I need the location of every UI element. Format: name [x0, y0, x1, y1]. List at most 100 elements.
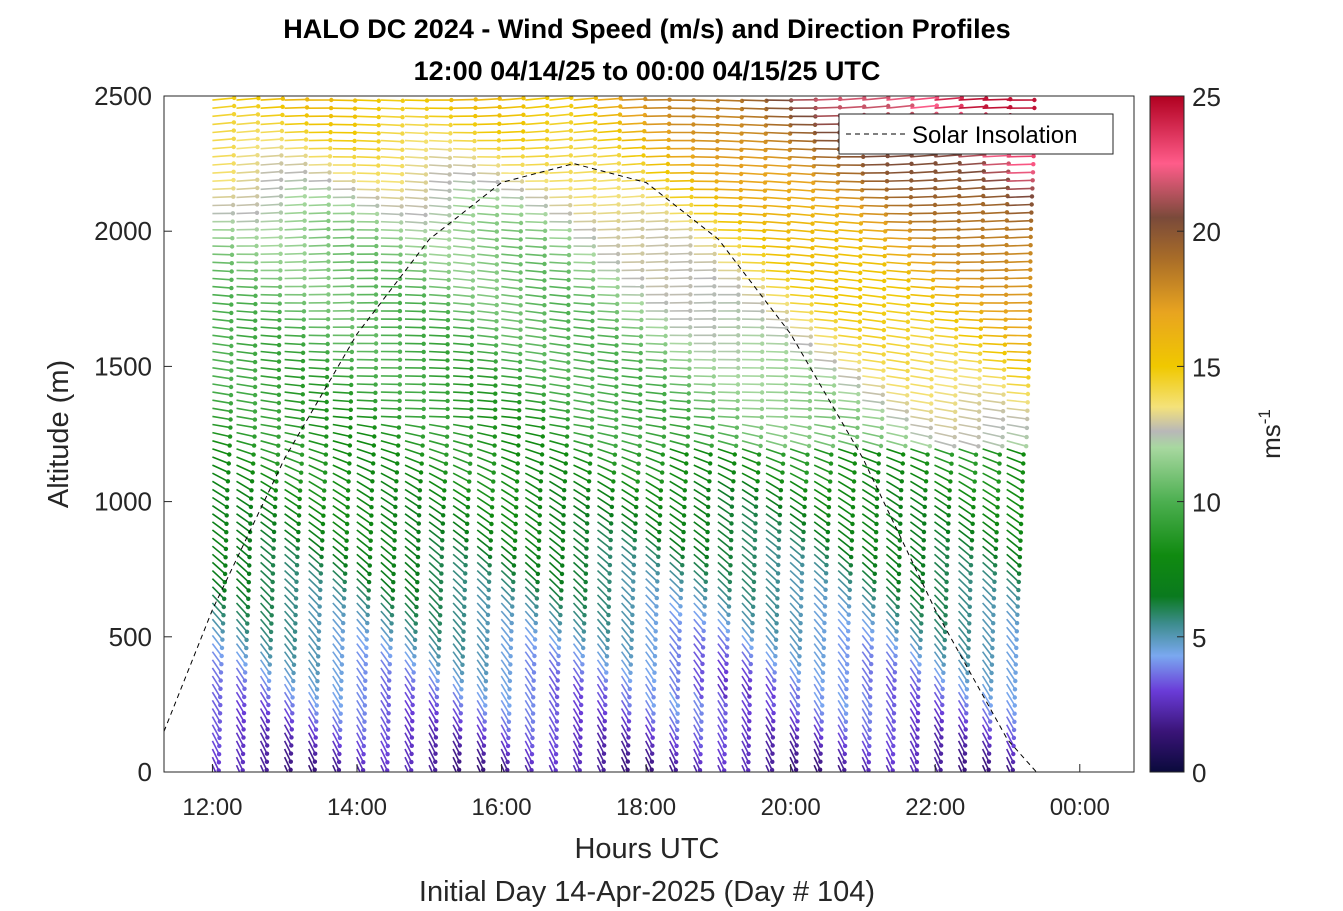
wind-arrow: [236, 342, 258, 348]
wind-arrow: [236, 431, 257, 439]
wind-arrow: [308, 194, 332, 199]
wind-arrow: [236, 415, 258, 422]
wind-arrow: [260, 185, 284, 191]
wind-arrow: [284, 284, 307, 289]
wind-arrow: [260, 169, 284, 174]
wind-arrow: [259, 748, 270, 764]
wind-arrow: [332, 496, 350, 510]
wind-arrow: [211, 513, 229, 526]
wind-arrow: [308, 537, 325, 551]
wind-arrow: [211, 480, 230, 493]
y-tick-label: 2500: [94, 81, 152, 111]
wind-arrow: [356, 691, 368, 708]
wind-arrow: [260, 529, 277, 543]
wind-arrow: [283, 643, 297, 659]
wind-arrow: [283, 610, 298, 626]
legend-label: Solar Insolation: [912, 122, 1077, 149]
wind-arrow: [212, 244, 235, 249]
wind-arrow: [284, 570, 299, 584]
wind-arrow: [284, 342, 306, 347]
wind-arrow: [308, 667, 320, 684]
wind-arrow: [308, 407, 329, 413]
wind-arrow: [236, 383, 258, 390]
wind-arrow: [260, 145, 284, 150]
wind-arrow: [307, 732, 318, 748]
wind-arrow: [284, 292, 307, 297]
wind-arrow: [236, 144, 260, 150]
wind-arrow: [260, 570, 275, 585]
wind-arrow: [211, 699, 223, 716]
wind-arrow: [308, 284, 331, 289]
wind-arrow: [212, 186, 236, 191]
wind-arrow: [260, 561, 276, 576]
wind-arrow: [211, 505, 229, 518]
wind-arrow: [211, 748, 222, 765]
wind-arrow: [236, 505, 253, 518]
wind-arrow: [260, 120, 285, 126]
wind-arrow: [356, 634, 369, 650]
wind-arrow: [332, 651, 345, 667]
wind-arrow: [332, 643, 345, 659]
chart-title-line-1: HALO DC 2024 - Wind Speed (m/s) and Dire…: [283, 14, 1010, 44]
wind-arrow: [259, 634, 273, 651]
wind-arrow: [308, 366, 330, 372]
wind-arrow: [284, 121, 309, 126]
x-tick-label: 12:00: [182, 794, 242, 821]
wind-arrow: [284, 218, 307, 223]
wind-arrow: [235, 675, 247, 691]
wind-arrow: [212, 456, 231, 466]
colorbar-tick-label: 0: [1192, 758, 1206, 788]
wind-arrow: [308, 308, 331, 314]
wind-arrow: [211, 724, 222, 741]
wind-arrow: [211, 529, 229, 543]
wind-arrow: [260, 161, 284, 166]
wind-arrow: [308, 325, 331, 330]
x-tick-label: 22:00: [905, 794, 965, 821]
wind-arrow: [212, 112, 237, 118]
wind-arrow: [308, 505, 326, 518]
wind-arrow: [236, 268, 259, 274]
wind-arrow: [212, 136, 236, 142]
wind-arrow: [212, 219, 235, 224]
wind-arrow: [260, 594, 275, 610]
wind-arrow: [212, 326, 234, 332]
wind-arrow: [236, 334, 258, 340]
wind-arrow: [260, 456, 280, 466]
wind-arrow: [308, 300, 331, 305]
wind-arrow: [284, 186, 308, 191]
wind-arrow: [212, 423, 233, 430]
wind-arrow: [356, 756, 366, 772]
wind-arrow: [260, 513, 277, 526]
wind-arrow: [211, 691, 223, 708]
wind-arrow: [211, 740, 222, 757]
wind-arrow: [332, 259, 355, 264]
wind-arrow: [235, 578, 251, 593]
wind-arrow: [283, 691, 295, 708]
wind-arrow: [332, 431, 353, 439]
wind-arrow: [332, 114, 358, 119]
wind-arrow: [236, 194, 260, 199]
wind-arrow: [308, 553, 324, 568]
wind-arrow: [308, 243, 331, 248]
wind-arrow: [212, 350, 234, 357]
wind-arrow: [235, 756, 245, 772]
wind-arrow: [283, 651, 297, 667]
wind-arrow: [260, 177, 284, 182]
wind-arrow: [235, 740, 246, 757]
wind-arrow: [332, 618, 346, 634]
wind-arrow: [212, 285, 234, 291]
wind-arrow: [308, 138, 333, 143]
wind-arrow: [211, 708, 223, 724]
wind-arrow: [260, 243, 283, 248]
wind-arrow: [332, 349, 355, 355]
wind-arrow: [259, 699, 271, 716]
wind-arrow: [236, 440, 257, 448]
wind-arrow: [236, 423, 257, 430]
wind-arrow: [212, 302, 234, 307]
wind-arrow: [260, 251, 283, 256]
y-tick-label: 500: [109, 622, 152, 652]
wind-arrow: [259, 708, 271, 724]
wind-arrow: [332, 357, 354, 363]
wind-arrow: [284, 480, 303, 493]
